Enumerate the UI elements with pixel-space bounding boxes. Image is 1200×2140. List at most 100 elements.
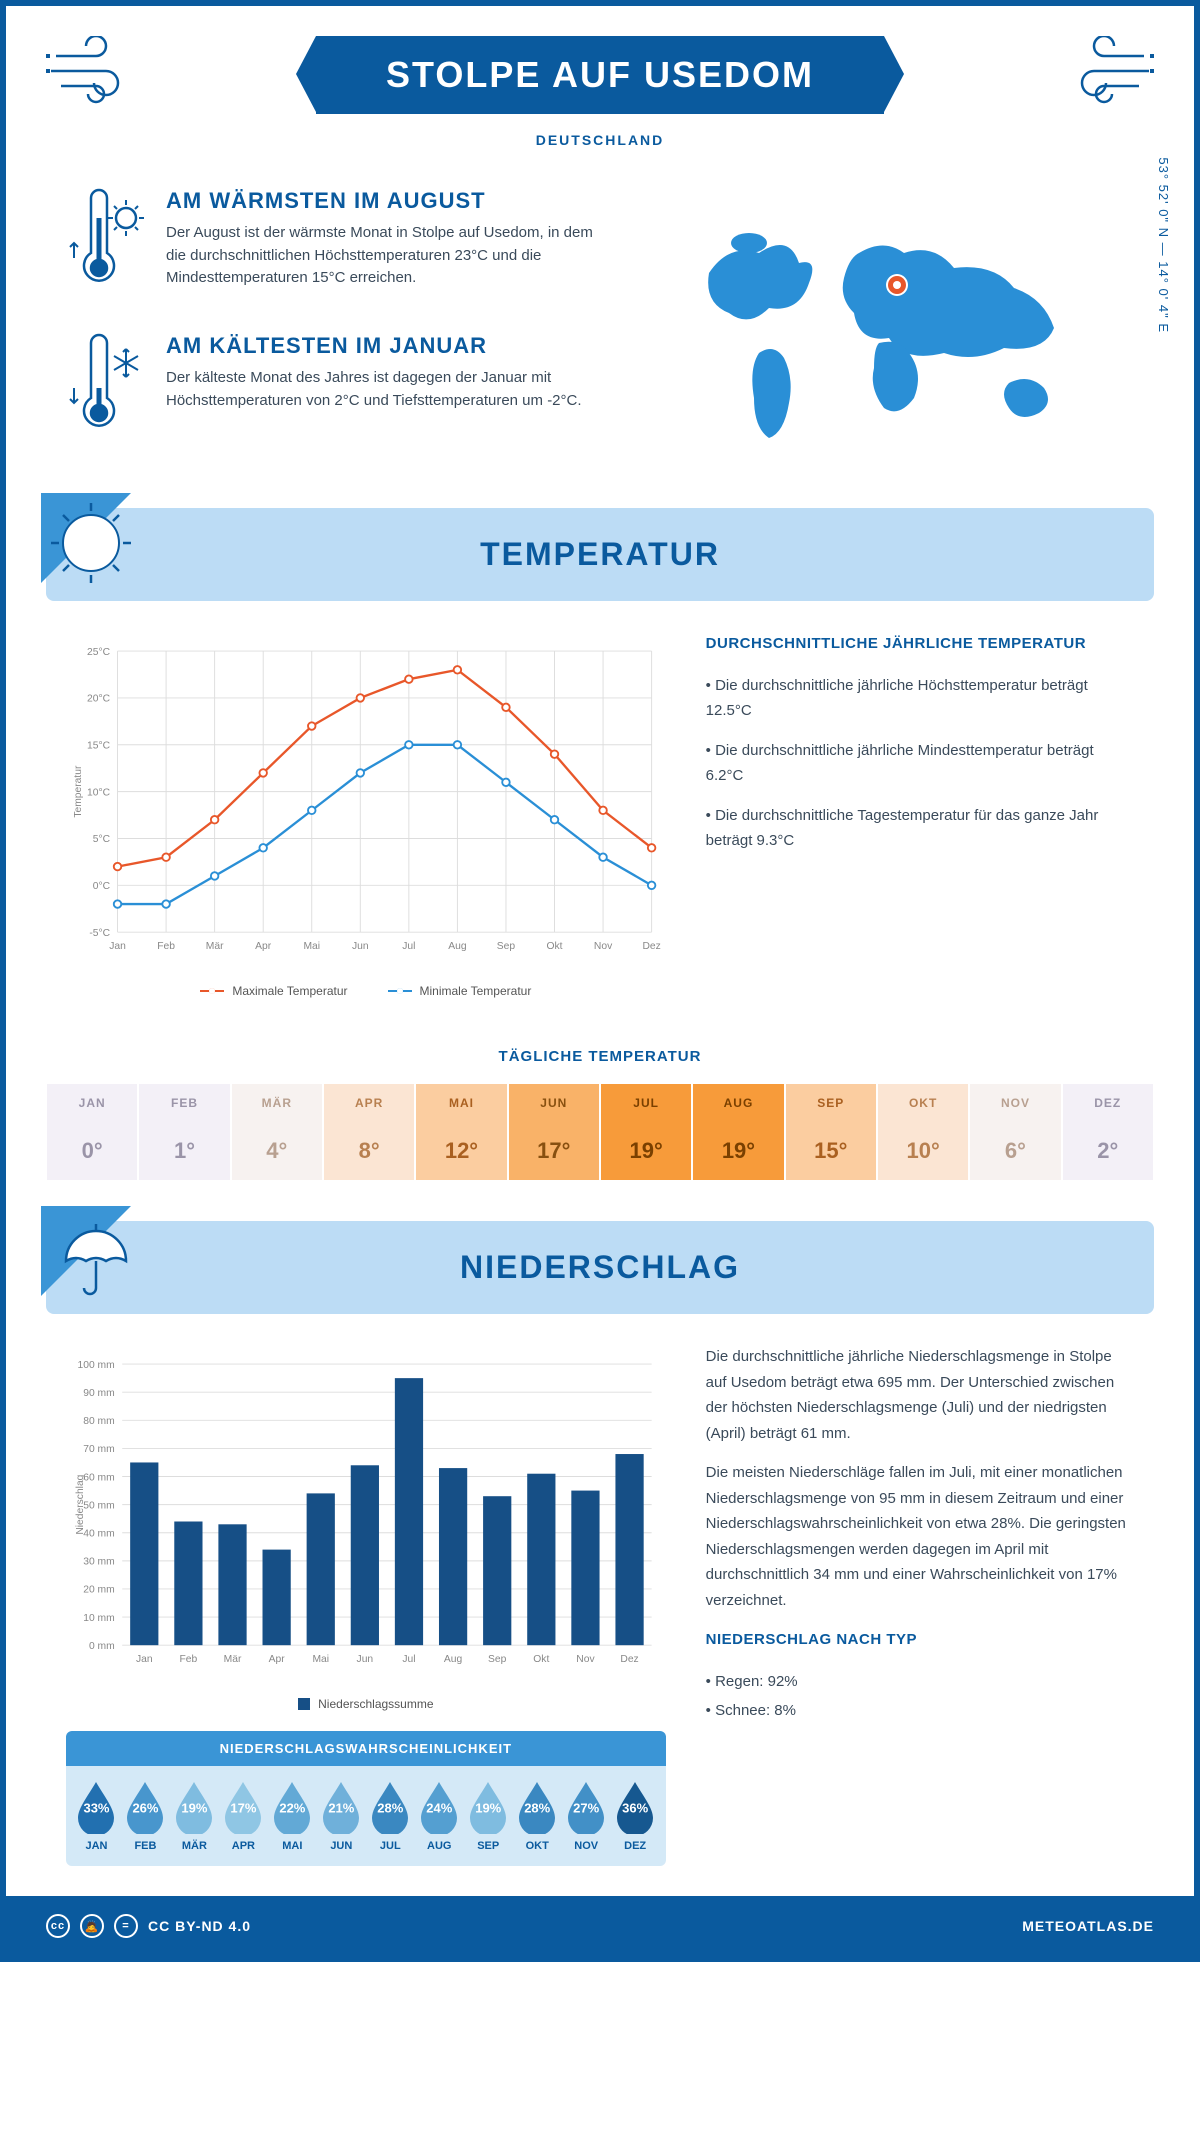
intro-section: AM WÄRMSTEN IM AUGUST Der August ist der… [6,158,1194,498]
svg-text:Mai: Mai [303,941,320,952]
sun-icon [41,493,161,613]
svg-text:Aug: Aug [444,1654,463,1665]
svg-text:Jan: Jan [109,941,126,952]
prob-cell: 28% JUL [366,1780,415,1852]
daily-cell: AUG19° [692,1083,784,1181]
raindrop-icon: 27% [564,1780,608,1834]
svg-text:Nov: Nov [594,941,613,952]
legend-min-label: Minimale Temperatur [420,984,532,998]
svg-text:90 mm: 90 mm [83,1388,114,1399]
world-map: 53° 52' 0" N — 14° 0' 4" E [644,188,1134,478]
by-icon: 🙇 [80,1914,104,1938]
svg-text:Apr: Apr [269,1654,286,1665]
svg-text:Jul: Jul [402,941,415,952]
svg-text:10°C: 10°C [87,787,111,798]
svg-text:0°C: 0°C [93,881,111,892]
svg-text:Jul: Jul [402,1654,415,1665]
svg-text:Mär: Mär [206,941,224,952]
svg-text:Sep: Sep [488,1654,507,1665]
precip-type-rain: • Regen: 92% [706,1669,1134,1695]
svg-text:Feb: Feb [180,1654,198,1665]
precip-p2: Die meisten Niederschläge fallen im Juli… [706,1460,1134,1613]
site-name: METEOATLAS.DE [1022,1918,1154,1934]
daily-cell: APR8° [323,1083,415,1181]
header: STOLPE AUF USEDOM DEUTSCHLAND [6,6,1194,158]
daily-cell: SEP15° [785,1083,877,1181]
daily-temp-title: TÄGLICHE TEMPERATUR [6,1048,1194,1065]
precipitation-section-header: NIEDERSCHLAG [46,1221,1154,1314]
prob-cell: 27% NOV [562,1780,611,1852]
svg-text:30 mm: 30 mm [83,1557,114,1568]
svg-text:25°C: 25°C [87,647,111,658]
svg-text:Okt: Okt [533,1654,549,1665]
precipitation-probability-box: NIEDERSCHLAGSWAHRSCHEINLICHKEIT 33% JAN … [66,1731,666,1866]
temp-legend: Maximale Temperatur Minimale Temperatur [66,984,666,998]
svg-text:Feb: Feb [157,941,175,952]
raindrop-icon: 19% [466,1780,510,1834]
thermometer-sun-icon [66,188,146,303]
svg-text:60 mm: 60 mm [83,1472,114,1483]
svg-text:0 mm: 0 mm [89,1641,115,1652]
raindrop-icon: 33% [74,1780,118,1834]
precip-type-heading: NIEDERSCHLAG NACH TYP [706,1627,1134,1653]
svg-text:Dez: Dez [642,941,660,952]
svg-text:70 mm: 70 mm [83,1444,114,1455]
cc-icon: cc [46,1914,70,1938]
daily-cell: JUN17° [508,1083,600,1181]
svg-text:Mär: Mär [224,1654,242,1665]
raindrop-icon: 22% [270,1780,314,1834]
license-text: CC BY-ND 4.0 [148,1918,251,1934]
thermometer-snow-icon [66,333,146,448]
prob-cell: 26% FEB [121,1780,170,1852]
svg-text:Jun: Jun [357,1654,374,1665]
raindrop-icon: 21% [319,1780,363,1834]
prob-cell: 22% MAI [268,1780,317,1852]
page-title: STOLPE AUF USEDOM [316,36,884,114]
temperature-section-header: TEMPERATUR [46,508,1154,601]
prob-cell: 28% OKT [513,1780,562,1852]
prob-cell: 17% APR [219,1780,268,1852]
svg-text:Temperatur: Temperatur [73,765,84,818]
daily-cell: JAN0° [46,1083,138,1181]
raindrop-icon: 28% [515,1780,559,1834]
temperature-title: TEMPERATUR [480,536,720,572]
svg-text:Aug: Aug [448,941,467,952]
legend-max-label: Maximale Temperatur [232,984,347,998]
raindrop-icon: 36% [613,1780,657,1834]
svg-text:40 mm: 40 mm [83,1528,114,1539]
coldest-text: Der kälteste Monat des Jahres ist dagege… [166,367,604,412]
precip-legend-label: Niederschlagssumme [318,1697,433,1711]
temp-summary-p3: • Die durchschnittliche Tagestemperatur … [706,803,1134,854]
svg-text:20 mm: 20 mm [83,1585,114,1596]
precip-p1: Die durchschnittliche jährliche Niedersc… [706,1344,1134,1446]
svg-text:20°C: 20°C [87,694,111,705]
svg-text:50 mm: 50 mm [83,1500,114,1511]
temp-summary-p2: • Die durchschnittliche jährliche Mindes… [706,738,1134,789]
wind-icon [46,36,146,106]
prob-cell: 24% AUG [415,1780,464,1852]
precip-type-snow: • Schnee: 8% [706,1698,1134,1724]
precipitation-title: NIEDERSCHLAG [460,1249,740,1285]
temp-summary-heading: DURCHSCHNITTLICHE JÄHRLICHE TEMPERATUR [706,631,1134,657]
warmest-text: Der August ist der wärmste Monat in Stol… [166,222,604,290]
warmest-title: AM WÄRMSTEN IM AUGUST [166,188,604,214]
precipitation-summary: Die durchschnittliche jährliche Niedersc… [706,1344,1134,1866]
daily-cell: DEZ2° [1062,1083,1154,1181]
svg-text:Jun: Jun [352,941,369,952]
daily-cell: MAI12° [415,1083,507,1181]
daily-cell: OKT10° [877,1083,969,1181]
daily-cell: NOV6° [969,1083,1061,1181]
svg-text:10 mm: 10 mm [83,1613,114,1624]
prob-cell: 19% MÄR [170,1780,219,1852]
svg-text:5°C: 5°C [93,834,111,845]
raindrop-icon: 28% [368,1780,412,1834]
umbrella-icon [41,1206,161,1326]
precip-legend: Niederschlagssumme [66,1697,666,1711]
prob-cell: 21% JUN [317,1780,366,1852]
temp-summary-p1: • Die durchschnittliche jährliche Höchst… [706,673,1134,724]
page-subtitle: DEUTSCHLAND [46,132,1154,148]
coldest-title: AM KÄLTESTEN IM JANUAR [166,333,604,359]
prob-cell: 36% DEZ [611,1780,660,1852]
raindrop-icon: 17% [221,1780,265,1834]
prob-cell: 33% JAN [72,1780,121,1852]
